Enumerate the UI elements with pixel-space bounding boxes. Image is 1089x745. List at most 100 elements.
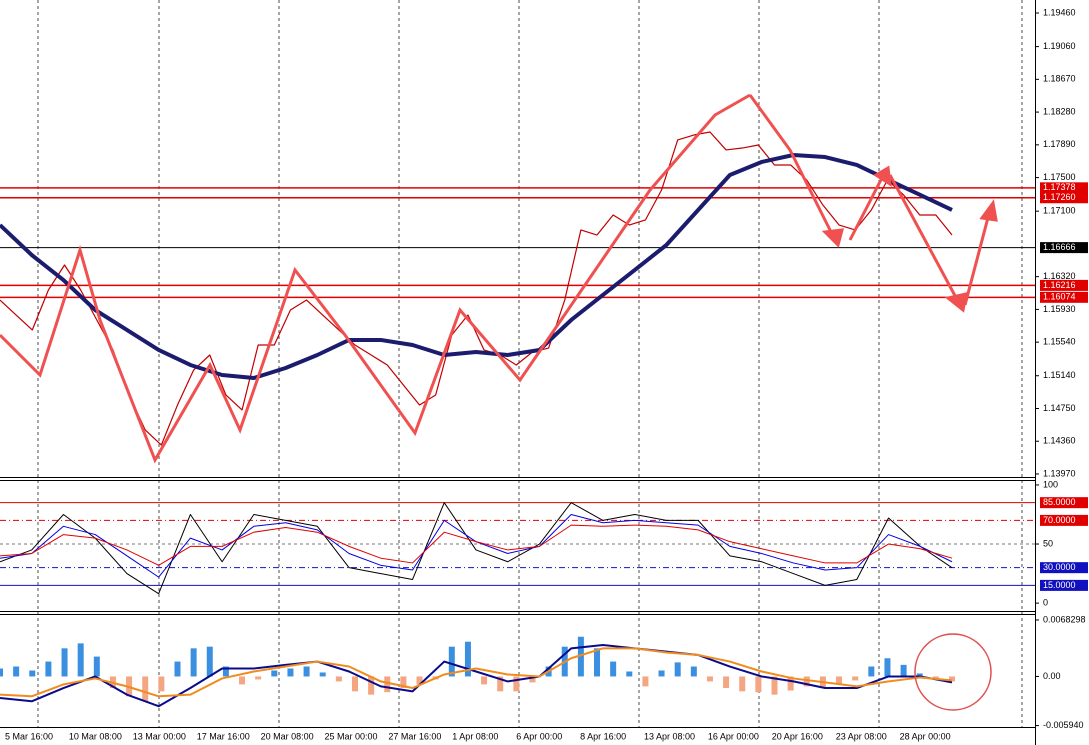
histogram-bar <box>400 676 407 689</box>
histogram-bar <box>900 664 907 677</box>
histogram-bar <box>45 661 52 677</box>
histogram-bar <box>142 676 149 702</box>
histogram-bar <box>626 671 633 677</box>
x-tick-label: 17 Mar 16:00 <box>197 731 250 741</box>
y-tick-label: 0.0068298 <box>1043 614 1086 624</box>
level-label-box <box>1040 279 1088 291</box>
histogram-bar <box>61 648 68 677</box>
y-tick-label: 0 <box>1043 597 1048 607</box>
y-tick-label: 1.13970 <box>1043 468 1076 478</box>
level-label-box <box>1040 497 1088 509</box>
histogram-bar <box>868 666 875 677</box>
level-label-box <box>1040 291 1088 303</box>
level-label-box <box>1040 182 1088 194</box>
histogram-bar <box>836 676 843 685</box>
level-label: 85.0000 <box>1043 497 1076 507</box>
series-line <box>0 131 953 446</box>
y-tick-label: 1.14750 <box>1043 403 1076 413</box>
histogram-bar <box>303 666 310 677</box>
histogram-bar <box>481 676 488 685</box>
highlight-circle <box>914 633 992 711</box>
histogram-bar <box>949 676 955 682</box>
x-tick-label: 23 Apr 08:00 <box>836 731 887 741</box>
histogram-bar <box>13 666 20 677</box>
histogram-bar <box>674 662 681 677</box>
histogram-bar <box>610 661 617 677</box>
histogram-bar <box>529 676 536 683</box>
x-tick-label: 13 Apr 08:00 <box>644 731 695 741</box>
x-tick-label: 16 Apr 00:00 <box>708 731 759 741</box>
histogram-bar <box>513 676 520 692</box>
panel-borders <box>0 0 1036 745</box>
y-tick-label: 1.18670 <box>1043 74 1076 84</box>
x-tick-label: 28 Apr 00:00 <box>900 731 951 741</box>
x-tick-label: 5 Mar 16:00 <box>5 731 53 741</box>
x-tick-label: 20 Apr 16:00 <box>772 731 823 741</box>
histogram-bar <box>174 661 181 677</box>
histogram-bar <box>239 676 246 685</box>
histogram-bar <box>158 676 165 692</box>
x-tick-label: 27 Mar 16:00 <box>388 731 441 741</box>
x-tick-label: 10 Mar 08:00 <box>69 731 122 741</box>
histogram-bar <box>577 636 584 677</box>
histogram-bar <box>787 676 794 691</box>
histogram-bar <box>368 676 375 695</box>
histogram-bar <box>852 676 859 681</box>
histogram-bar <box>206 646 213 677</box>
histogram-bar <box>706 676 713 682</box>
histogram-bar <box>222 666 229 677</box>
histogram-bar <box>932 676 939 679</box>
y-tick-label: 1.17890 <box>1043 139 1076 149</box>
level-label-box <box>1040 514 1088 526</box>
histogram-bar <box>335 676 342 682</box>
series-line <box>0 647 953 698</box>
y-tick-label: 100 <box>1043 479 1058 489</box>
histogram-bar <box>642 676 649 687</box>
y-tick-label: 0.00 <box>1043 671 1061 681</box>
series-line <box>0 524 953 566</box>
x-tick-label: 6 Apr 00:00 <box>516 731 562 741</box>
x-tick-label: 13 Mar 00:00 <box>133 731 186 741</box>
level-label: 70.0000 <box>1043 515 1076 525</box>
histogram-bar <box>690 666 697 677</box>
histogram-bar <box>255 676 262 680</box>
y-tick-label: 1.19460 <box>1043 7 1076 17</box>
level-label: 15.0000 <box>1043 580 1076 590</box>
histogram-bar <box>319 672 326 677</box>
level-label-box <box>1040 242 1088 254</box>
histogram-bar <box>658 670 665 677</box>
series-line <box>0 502 953 595</box>
level-label-box <box>1040 192 1088 204</box>
y-tick-label: 1.17100 <box>1043 206 1076 216</box>
drawn-arrows <box>0 93 998 464</box>
level-label: 1.17378 <box>1043 182 1076 192</box>
level-label: 1.16216 <box>1043 280 1076 290</box>
level-label-box <box>1040 562 1088 574</box>
y-tick-label: 50 <box>1043 538 1053 548</box>
series-line <box>0 644 953 708</box>
level-label: 1.16666 <box>1043 242 1076 252</box>
level-label: 1.17260 <box>1043 192 1076 202</box>
histogram-bar <box>416 676 423 685</box>
histogram-bar <box>803 676 810 687</box>
histogram-bar <box>464 641 471 677</box>
histogram-bar <box>916 673 923 677</box>
histogram-bar <box>755 676 762 693</box>
y-tick-label: 1.15540 <box>1043 337 1076 347</box>
histogram-bar <box>77 643 84 677</box>
y-tick-label: 1.16320 <box>1043 271 1076 281</box>
histogram-bar <box>739 676 746 692</box>
histogram-bar <box>771 676 778 695</box>
histogram-bar <box>29 670 36 677</box>
level-label: 30.0000 <box>1043 562 1076 572</box>
histogram-bar <box>190 648 197 677</box>
histogram-bar <box>497 676 504 692</box>
histogram-bar <box>0 668 3 677</box>
y-tick-label: 1.15930 <box>1043 304 1076 314</box>
x-tick-label: 8 Apr 16:00 <box>580 731 626 741</box>
histogram-bar <box>271 670 278 677</box>
histogram-bar <box>884 658 891 677</box>
y-tick-label: 1.18280 <box>1043 106 1076 116</box>
